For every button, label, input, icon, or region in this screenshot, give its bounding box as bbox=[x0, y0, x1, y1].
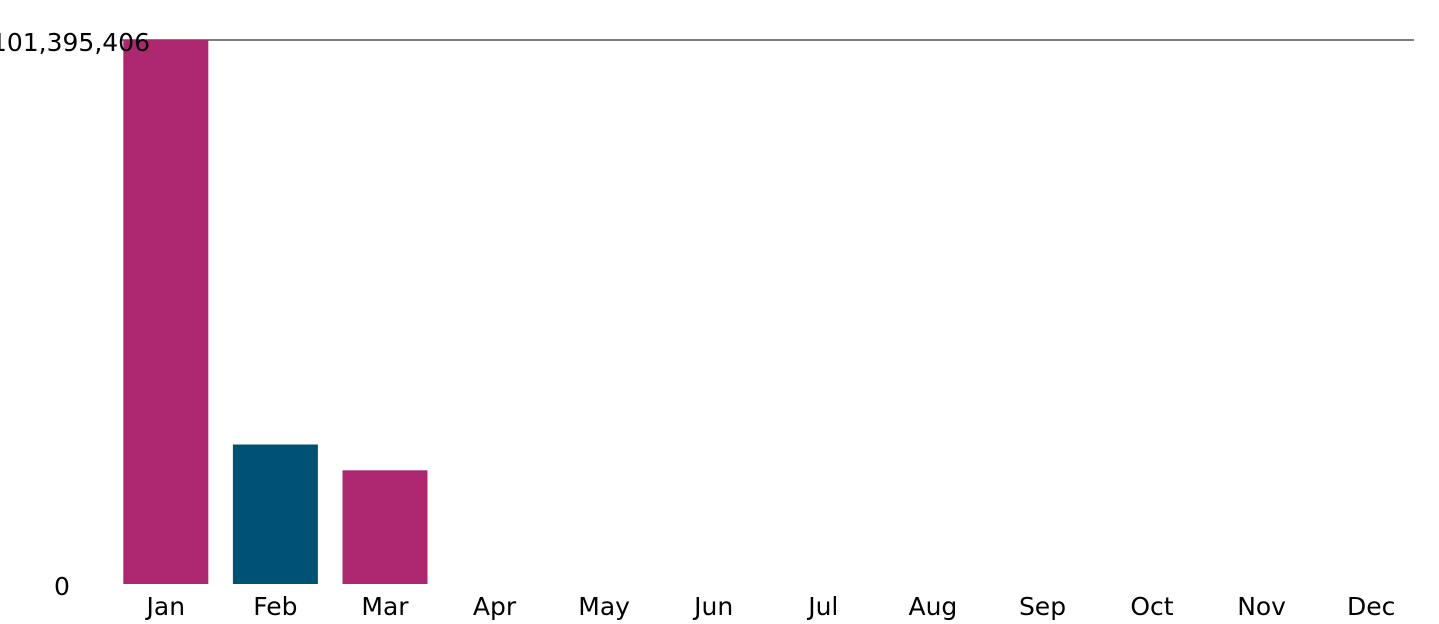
x-tick-label-jan: Jan bbox=[145, 592, 186, 621]
bar-jan bbox=[123, 40, 209, 584]
bar-feb bbox=[232, 444, 318, 584]
x-tick-label-oct: Oct bbox=[1130, 592, 1173, 621]
bars-group bbox=[123, 40, 428, 584]
x-tick-label-may: May bbox=[578, 592, 630, 621]
x-tick-label-sep: Sep bbox=[1019, 592, 1066, 621]
x-tick-label-jul: Jul bbox=[806, 592, 838, 621]
y-tick-label-min: 0 bbox=[54, 572, 70, 601]
x-tick-label-feb: Feb bbox=[253, 592, 297, 621]
x-tick-label-dec: Dec bbox=[1347, 592, 1395, 621]
y-tick-label-max: 101,395,406 bbox=[0, 28, 150, 57]
bar-mar bbox=[342, 470, 428, 584]
x-tick-label-aug: Aug bbox=[908, 592, 957, 621]
y-axis-tick-labels: 0 101,395,406 bbox=[0, 28, 150, 601]
x-tick-label-nov: Nov bbox=[1237, 592, 1286, 621]
x-tick-label-mar: Mar bbox=[361, 592, 409, 621]
x-tick-label-jun: Jun bbox=[692, 592, 733, 621]
x-axis-tick-labels: Jan Feb Mar Apr May Jun Jul Aug Sep Oct Nov Dec bbox=[145, 592, 1396, 621]
x-tick-label-apr: Apr bbox=[473, 592, 517, 621]
